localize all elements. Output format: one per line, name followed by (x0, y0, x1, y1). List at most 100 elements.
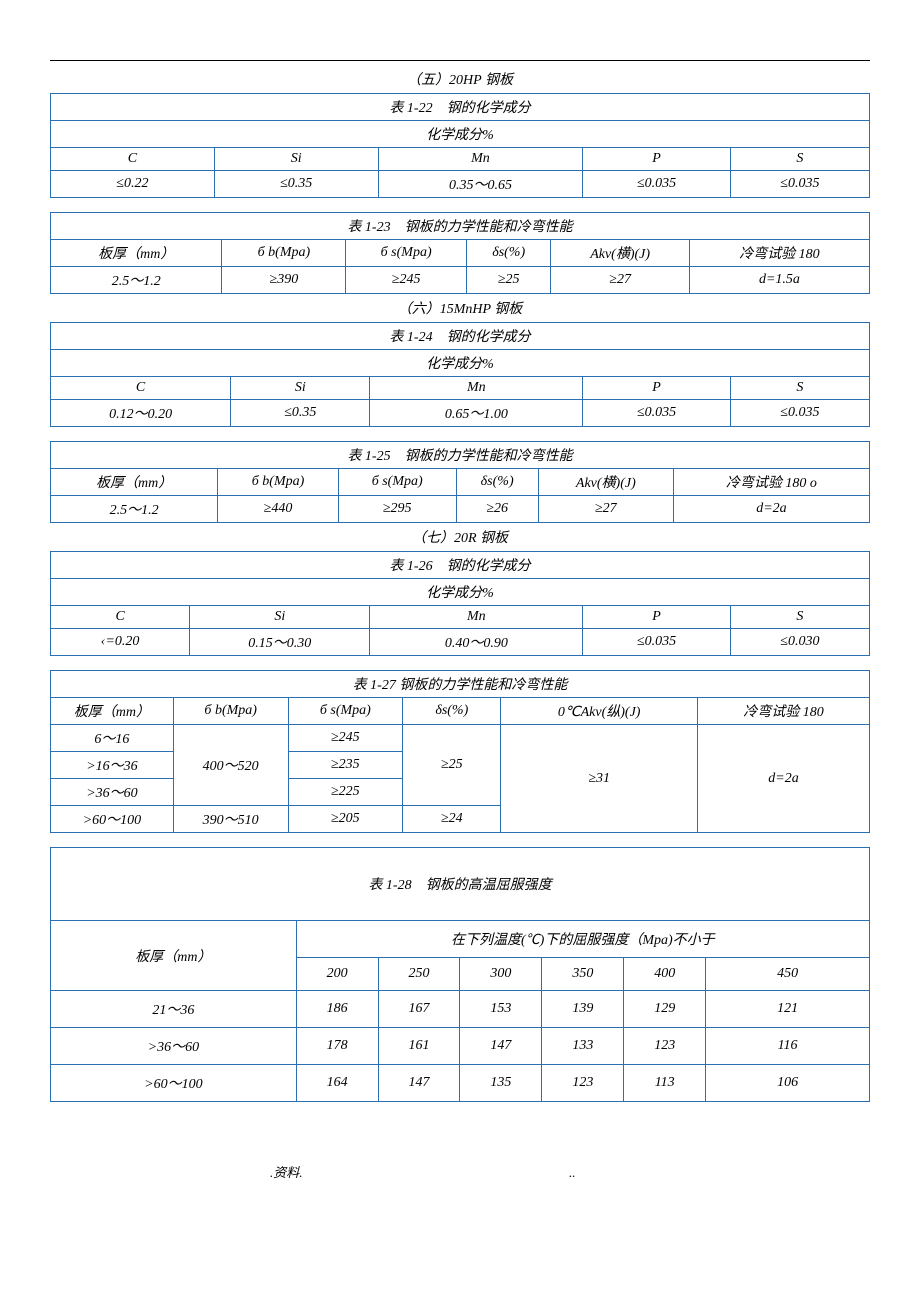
col-bs: б s(Mpa) (346, 240, 467, 267)
col-ds: δs(%) (456, 469, 538, 496)
section-6-title: （六）15MnHP 钢板 (50, 294, 870, 322)
col-bend: 冷弯试验 180 o (673, 469, 869, 496)
val-bs: ≥295 (338, 496, 456, 523)
col-thick: 板厚（mm） (51, 240, 222, 267)
col-c: C (51, 606, 190, 629)
section-7-title: （七）20R 钢板 (50, 523, 870, 551)
r2-v3: 123 (542, 1065, 624, 1102)
table-caption: 表 1-25 钢板的力学性能和冷弯性能 (51, 442, 870, 469)
table-caption: 表 1-22 钢的化学成分 (51, 94, 870, 121)
table-subhead: 化学成分% (51, 121, 870, 148)
val-c: 0.12～0.20 (51, 400, 231, 427)
table-caption: 表 1-24 钢的化学成分 (51, 323, 870, 350)
col-mn: Mn (370, 606, 583, 629)
temp-1: 250 (378, 958, 460, 991)
temp-0: 200 (296, 958, 378, 991)
val-bs: ≥245 (346, 267, 467, 294)
col-c: C (51, 148, 215, 171)
val-si: ≤0.35 (214, 171, 378, 198)
val-bb: ≥390 (222, 267, 346, 294)
col-akv: 0℃Akv(纵)(J) (501, 698, 698, 725)
r1-bs: ≥245 (288, 725, 403, 752)
table-1-26: 表 1-26 钢的化学成分 化学成分% C Si Mn P S ‹=0.20 0… (50, 551, 870, 656)
val-bend: d=1.5a (689, 267, 869, 294)
temp-2: 300 (460, 958, 542, 991)
table-1-22: 表 1-22 钢的化学成分 化学成分% C Si Mn P S ≤0.22 ≤0… (50, 93, 870, 198)
val-s: ≤0.035 (730, 171, 869, 198)
val-thick: 2.5～1.2 (51, 267, 222, 294)
col-si: Si (190, 606, 370, 629)
val-c: ‹=0.20 (51, 629, 190, 656)
val-s: ≤0.035 (730, 400, 869, 427)
section-5-title: （五）20HP 钢板 (50, 65, 870, 93)
table-1-23: 表 1-23 钢板的力学性能和冷弯性能 板厚（mm） б b(Mpa) б s(… (50, 212, 870, 294)
table-caption: 表 1-26 钢的化学成分 (51, 552, 870, 579)
r4-bb: 390～510 (173, 806, 288, 833)
val-mn: 0.40～0.90 (370, 629, 583, 656)
col-si: Si (214, 148, 378, 171)
table-caption: 表 1-27 钢板的力学性能和冷弯性能 (51, 671, 870, 698)
r0-v3: 139 (542, 991, 624, 1028)
r0-v5: 121 (706, 991, 870, 1028)
col-s: S (730, 606, 869, 629)
col-bs: б s(Mpa) (338, 469, 456, 496)
col-mn: Mn (378, 148, 583, 171)
page-footer: .资料. .. (50, 1162, 870, 1181)
footer-dots: .. (569, 1165, 576, 1180)
r2-th: >60～100 (51, 1065, 297, 1102)
val-thick: 2.5～1.2 (51, 496, 218, 523)
r1-v1: 161 (378, 1028, 460, 1065)
r1-th: >36～60 (51, 1028, 297, 1065)
table-subhead: 化学成分% (51, 579, 870, 606)
table-subhead: 在下列温度(℃)下的屈服强度（Mpa)不小于 (296, 921, 869, 958)
r0-v0: 186 (296, 991, 378, 1028)
col-bb: б b(Mpa) (222, 240, 346, 267)
r4-thick: >60～100 (51, 806, 174, 833)
r1-bb: 400～520 (173, 725, 288, 806)
r4-ds: ≥24 (403, 806, 501, 833)
top-rule (50, 60, 870, 61)
r2-v1: 147 (378, 1065, 460, 1102)
col-akv: Akv(横)(J) (538, 469, 673, 496)
r1-akv: ≥31 (501, 725, 698, 833)
r1-v2: 147 (460, 1028, 542, 1065)
table-caption: 表 1-23 钢板的力学性能和冷弯性能 (51, 213, 870, 240)
col-akv: Akv(横)(J) (551, 240, 690, 267)
col-c: C (51, 377, 231, 400)
r2-v5: 106 (706, 1065, 870, 1102)
val-ds: ≥26 (456, 496, 538, 523)
val-c: ≤0.22 (51, 171, 215, 198)
col-si: Si (231, 377, 370, 400)
table-caption: 表 1-28 钢板的高温屈服强度 (51, 848, 870, 921)
val-akv: ≥27 (551, 267, 690, 294)
val-si: 0.15～0.30 (190, 629, 370, 656)
col-mn: Mn (370, 377, 583, 400)
col-ds: δs(%) (403, 698, 501, 725)
r2-v0: 164 (296, 1065, 378, 1102)
val-p: ≤0.035 (583, 171, 730, 198)
col-bb: б b(Mpa) (173, 698, 288, 725)
r2-thick: >16～36 (51, 752, 174, 779)
table-1-24: 表 1-24 钢的化学成分 化学成分% C Si Mn P S 0.12～0.2… (50, 322, 870, 427)
r0-v4: 129 (624, 991, 706, 1028)
r1-ds: ≥25 (403, 725, 501, 806)
temp-4: 400 (624, 958, 706, 991)
val-akv: ≥27 (538, 496, 673, 523)
table-1-28: 表 1-28 钢板的高温屈服强度 板厚（mm） 在下列温度(℃)下的屈服强度（M… (50, 847, 870, 1102)
col-bb: б b(Mpa) (218, 469, 339, 496)
r2-v4: 113 (624, 1065, 706, 1102)
temp-5: 450 (706, 958, 870, 991)
col-bend: 冷弯试验 180 (689, 240, 869, 267)
r0-v1: 167 (378, 991, 460, 1028)
r0-th: 21～36 (51, 991, 297, 1028)
r1-v3: 133 (542, 1028, 624, 1065)
col-p: P (583, 606, 730, 629)
col-s: S (730, 148, 869, 171)
val-mn: 0.35～0.65 (378, 171, 583, 198)
r1-bend: d=2a (697, 725, 869, 833)
temp-3: 350 (542, 958, 624, 991)
col-bend: 冷弯试验 180 (697, 698, 869, 725)
r2-bs: ≥235 (288, 752, 403, 779)
col-thick: 板厚（mm） (51, 698, 174, 725)
col-thick: 板厚（mm） (51, 469, 218, 496)
